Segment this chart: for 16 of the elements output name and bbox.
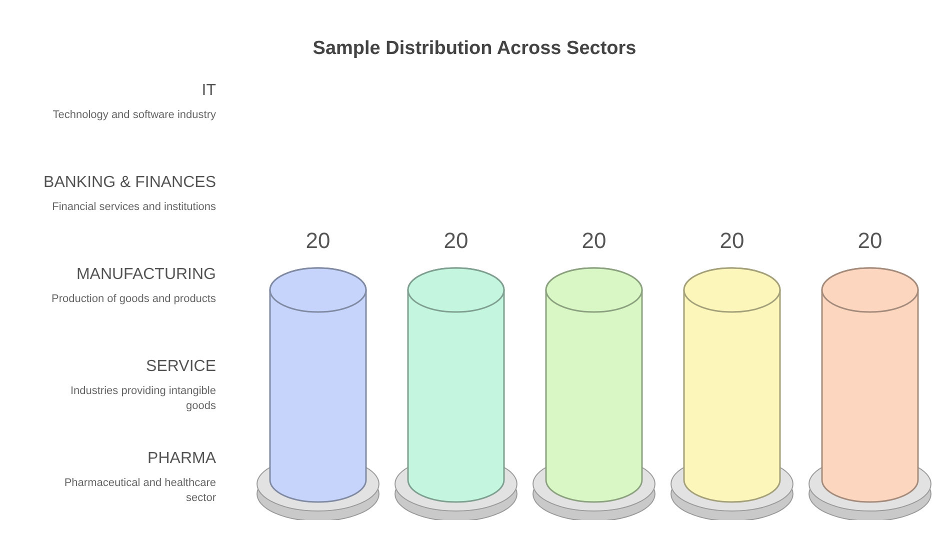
text: Technology and software industry: [52, 108, 216, 123]
data-label: 20: [582, 228, 606, 253]
text: SERVICE: [145, 358, 216, 376]
text: IT: [200, 82, 216, 100]
chart-title: Sample Distribution Across Sectors: [312, 38, 638, 60]
text: MANUFACTURING: [75, 266, 216, 284]
data-label: 20: [720, 228, 744, 253]
text: Pharmaceutical and healthcare sector: [63, 476, 216, 506]
text: Financial services and institutions: [51, 200, 216, 215]
data-label: 20: [306, 228, 330, 253]
text: BANKING & FINANCES: [42, 174, 216, 192]
text: PHARMA: [146, 450, 216, 468]
text: Industries providing intangible goods: [69, 384, 216, 414]
data-label: 20: [444, 228, 468, 253]
data-label: 20: [858, 228, 882, 253]
text: Production of goods and products: [51, 292, 216, 307]
